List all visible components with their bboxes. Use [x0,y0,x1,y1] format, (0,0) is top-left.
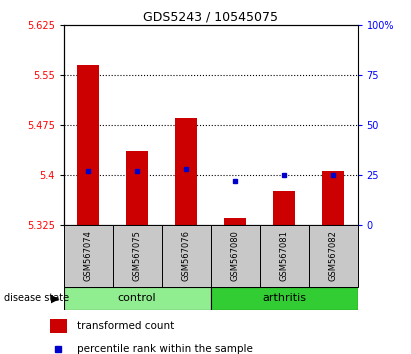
Bar [211,225,260,287]
Bar [77,65,99,225]
Bar [64,287,210,310]
Text: GSM567074: GSM567074 [84,230,93,281]
Title: GDS5243 / 10545075: GDS5243 / 10545075 [143,11,278,24]
Text: transformed count: transformed count [76,321,174,331]
Text: GSM567082: GSM567082 [328,230,337,281]
Text: GSM567075: GSM567075 [133,230,142,281]
Bar [113,225,162,287]
Bar [175,118,197,225]
Bar [50,319,67,333]
Text: disease state: disease state [4,293,69,303]
Bar [211,287,358,310]
Bar [322,171,344,225]
Text: control: control [118,293,157,303]
Text: GSM567076: GSM567076 [182,230,191,281]
Text: arthritis: arthritis [262,293,306,303]
Bar [224,218,246,225]
Bar [64,225,113,287]
Bar [126,152,148,225]
Bar [162,225,211,287]
Text: GSM567080: GSM567080 [231,230,240,281]
Text: GSM567081: GSM567081 [279,230,289,281]
Text: percentile rank within the sample: percentile rank within the sample [76,344,252,354]
Bar [260,225,309,287]
Bar [273,192,295,225]
Bar [309,225,358,287]
Text: ▶: ▶ [51,293,60,303]
